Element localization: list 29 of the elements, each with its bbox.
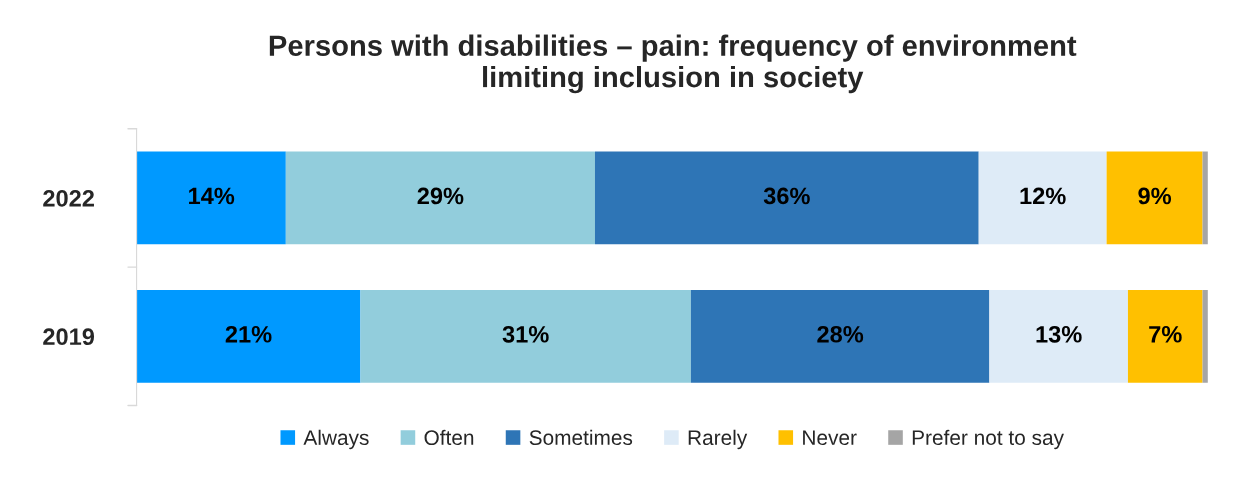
bar bbox=[360, 289, 691, 383]
legend-label: Rarely bbox=[688, 429, 748, 450]
data-label: 7% bbox=[1149, 325, 1182, 343]
y-tick-label: 2019 bbox=[43, 328, 95, 346]
bar bbox=[136, 151, 286, 245]
data-label: 21% bbox=[225, 325, 272, 343]
legend-label: Sometimes bbox=[529, 429, 633, 446]
bar bbox=[285, 151, 595, 245]
legend-label: Never bbox=[803, 430, 857, 446]
bar bbox=[594, 151, 979, 245]
data-label: 14% bbox=[189, 187, 235, 205]
bar bbox=[136, 289, 361, 383]
data-label: 13% bbox=[1036, 325, 1082, 343]
data-label: 36% bbox=[763, 187, 810, 205]
y-tick-label: 2022 bbox=[43, 190, 94, 207]
bar bbox=[690, 289, 990, 383]
legend-label: Always bbox=[303, 429, 369, 450]
data-label: 9% bbox=[1138, 187, 1172, 205]
data-label: 12% bbox=[1020, 187, 1066, 205]
chart-title: Persons with disabilities – pain: frequency of environment limiting inclusion in society bbox=[269, 34, 1077, 94]
bar bbox=[978, 151, 1107, 245]
legend-label: Often bbox=[424, 429, 474, 446]
data-label: 31% bbox=[502, 325, 549, 343]
data-label: 29% bbox=[417, 187, 464, 205]
bar bbox=[1106, 151, 1203, 245]
legend-label: Prefer not to say bbox=[912, 429, 1064, 450]
bar bbox=[989, 289, 1128, 383]
bar bbox=[1127, 289, 1203, 383]
data-label: 28% bbox=[817, 325, 864, 343]
